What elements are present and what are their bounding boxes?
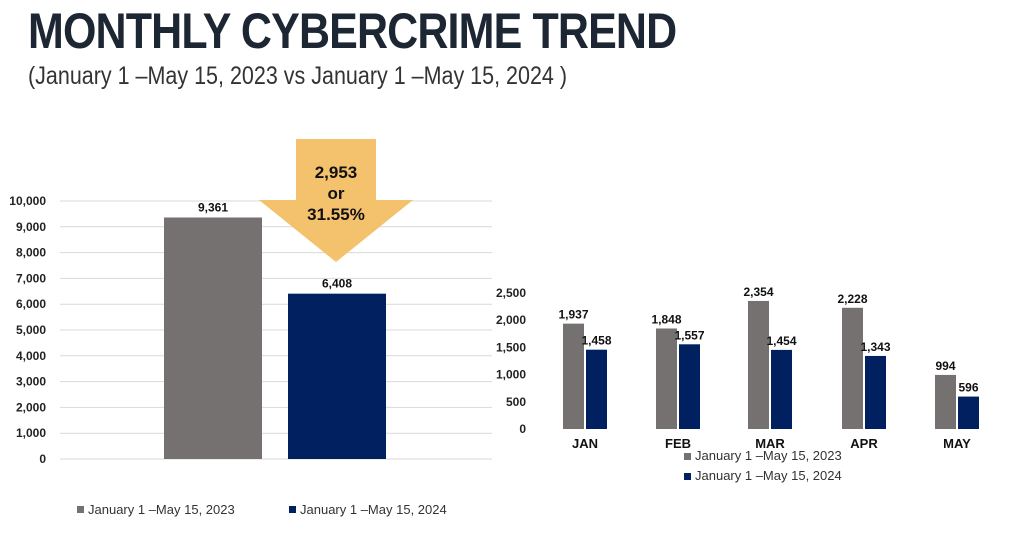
data-label: 1,848 <box>651 312 681 326</box>
data-label: 596 <box>958 381 978 395</box>
y-tick-label: 5,000 <box>16 323 46 337</box>
legend-label: January 1 –May 15, 2024 <box>695 468 842 483</box>
bar <box>164 217 262 459</box>
x-tick-label: JAN <box>572 436 598 451</box>
data-label: 994 <box>935 359 955 373</box>
data-label: 1,458 <box>581 334 611 348</box>
x-tick-label: MAR <box>755 436 785 451</box>
y-tick-label: 6,000 <box>16 297 46 311</box>
bar <box>679 344 700 429</box>
callout-connector: or <box>328 184 345 203</box>
bar <box>586 349 607 429</box>
bar <box>935 374 956 429</box>
data-label: 2,228 <box>837 292 867 306</box>
page-subtitle: (January 1 –May 15, 2023 vs January 1 –M… <box>28 62 568 90</box>
legend-label: January 1 –May 15, 2023 <box>88 502 235 517</box>
y-tick-label: 7,000 <box>16 271 46 285</box>
bar <box>288 293 386 459</box>
data-label: 9,361 <box>198 200 228 214</box>
y-tick-label: 1,000 <box>496 368 526 382</box>
y-tick-label: 3,000 <box>16 375 46 389</box>
bar <box>842 307 863 429</box>
y-tick-label: 1,500 <box>496 340 526 354</box>
page-title: MONTHLY CYBERCRIME TREND <box>28 3 677 59</box>
y-tick-label: 9,000 <box>16 220 46 234</box>
bar <box>563 323 584 429</box>
legend-swatch <box>684 473 691 480</box>
bar <box>656 328 677 429</box>
bar <box>748 300 769 429</box>
x-tick-label: FEB <box>665 436 691 451</box>
y-tick-label: 500 <box>506 395 526 409</box>
legend-swatch <box>289 506 296 513</box>
data-label: 1,557 <box>674 328 704 342</box>
legend-swatch <box>77 506 84 513</box>
callout-value: 2,953 <box>315 163 358 182</box>
data-label: 1,937 <box>558 308 588 322</box>
y-tick-label: 0 <box>519 422 526 436</box>
data-label: 1,454 <box>766 334 796 348</box>
callout-percent: 31.55% <box>307 205 365 224</box>
data-label: 6,408 <box>322 277 352 291</box>
y-tick-label: 10,000 <box>9 194 46 208</box>
data-label: 2,354 <box>743 285 773 299</box>
legend-swatch <box>684 453 691 460</box>
legend-label: January 1 –May 15, 2023 <box>695 448 842 463</box>
data-label: 1,343 <box>860 340 890 354</box>
y-tick-label: 1,000 <box>16 426 46 440</box>
callout-arrow <box>259 139 413 262</box>
x-tick-label: APR <box>850 436 878 451</box>
y-tick-label: 8,000 <box>16 246 46 260</box>
legend-label: January 1 –May 15, 2024 <box>300 502 447 517</box>
y-tick-label: 0 <box>39 452 46 466</box>
y-tick-label: 4,000 <box>16 349 46 363</box>
bar <box>865 355 886 429</box>
bar <box>771 349 792 429</box>
x-tick-label: MAY <box>943 436 971 451</box>
bar <box>958 396 979 429</box>
y-tick-label: 2,000 <box>16 400 46 414</box>
y-tick-label: 2,000 <box>496 313 526 327</box>
y-tick-label: 2,500 <box>496 286 526 300</box>
